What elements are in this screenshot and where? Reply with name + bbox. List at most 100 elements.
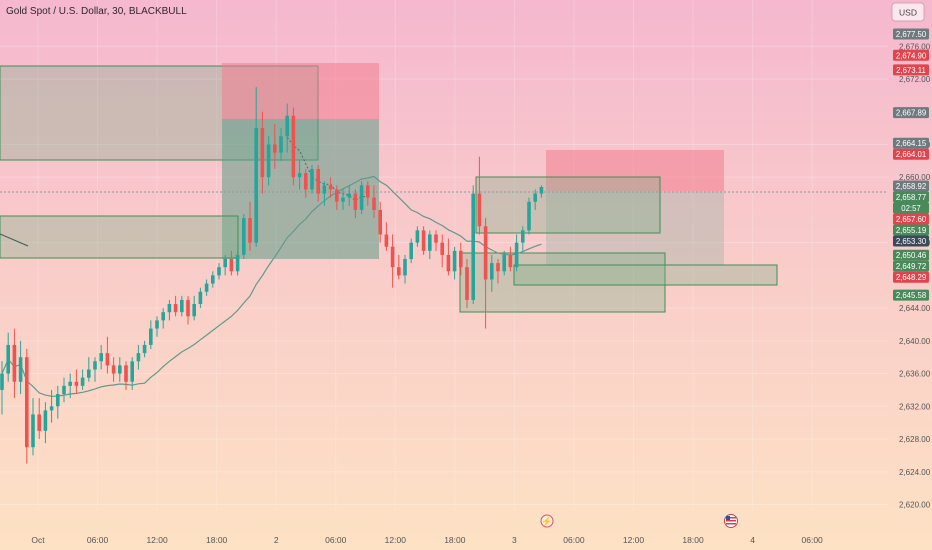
candle[interactable]: [198, 287, 203, 309]
candle[interactable]: [12, 328, 17, 399]
candle[interactable]: [483, 218, 488, 329]
candle[interactable]: [229, 250, 234, 276]
candle[interactable]: [111, 357, 116, 382]
candle[interactable]: [452, 246, 457, 280]
demand-zone-box-2[interactable]: [459, 252, 666, 313]
candle[interactable]: [347, 185, 351, 206]
candle[interactable]: [521, 226, 525, 251]
candle[interactable]: [434, 230, 438, 251]
candle[interactable]: [372, 185, 376, 219]
candle[interactable]: [428, 230, 432, 260]
candle[interactable]: [105, 336, 110, 374]
candle[interactable]: [397, 254, 401, 280]
candle[interactable]: [266, 136, 271, 186]
candle[interactable]: [366, 181, 370, 206]
candle[interactable]: [514, 234, 519, 272]
candle[interactable]: [539, 185, 544, 198]
candle[interactable]: [192, 295, 196, 321]
candle[interactable]: [291, 107, 296, 186]
candle[interactable]: [149, 320, 153, 350]
candle[interactable]: [508, 246, 513, 272]
candle[interactable]: [49, 389, 54, 423]
candle[interactable]: [161, 308, 165, 329]
candle[interactable]: [403, 254, 407, 284]
candle[interactable]: [310, 164, 314, 194]
candle[interactable]: [68, 373, 72, 399]
take-profit-zone-left[interactable]: [222, 119, 379, 259]
candle[interactable]: [173, 295, 178, 317]
candle[interactable]: [527, 197, 531, 235]
candle[interactable]: [341, 189, 345, 210]
candle[interactable]: [37, 398, 41, 440]
demand-zone-box-3[interactable]: [513, 264, 778, 286]
candle[interactable]: [415, 226, 420, 247]
candle[interactable]: [124, 361, 128, 390]
candle[interactable]: [496, 259, 500, 284]
candle[interactable]: [328, 177, 333, 198]
candle[interactable]: [384, 222, 389, 251]
candle[interactable]: [80, 369, 85, 390]
us-flag-event-icon[interactable]: [724, 514, 738, 528]
candle[interactable]: [297, 160, 302, 190]
candle[interactable]: [254, 87, 258, 247]
candle[interactable]: [6, 332, 10, 382]
candle[interactable]: [217, 263, 221, 280]
candle[interactable]: [118, 357, 122, 382]
candle[interactable]: [31, 398, 35, 456]
candle[interactable]: [223, 254, 227, 276]
candle[interactable]: [477, 156, 482, 235]
candle[interactable]: [87, 357, 91, 382]
candle[interactable]: [279, 128, 283, 161]
candle[interactable]: [304, 168, 308, 198]
candle[interactable]: [180, 295, 184, 317]
candle[interactable]: [155, 316, 159, 337]
candle[interactable]: [211, 271, 215, 288]
candle[interactable]: [204, 279, 209, 296]
candle[interactable]: [260, 111, 265, 194]
stop-loss-zone-left[interactable]: [222, 63, 379, 119]
candle[interactable]: [533, 189, 537, 210]
candle[interactable]: [440, 234, 444, 268]
candle[interactable]: [409, 238, 413, 264]
candle[interactable]: [242, 214, 246, 260]
candle[interactable]: [62, 377, 66, 403]
trend-line[interactable]: [0, 233, 29, 247]
candle[interactable]: [285, 103, 289, 153]
candle[interactable]: [421, 226, 426, 255]
candle[interactable]: [502, 250, 506, 276]
candle[interactable]: [465, 259, 469, 309]
candle[interactable]: [378, 201, 382, 243]
candle[interactable]: [18, 340, 23, 395]
candle[interactable]: [390, 234, 395, 288]
candle[interactable]: [235, 250, 240, 276]
candle[interactable]: [446, 238, 451, 276]
flash-event-icon[interactable]: ⚡: [540, 514, 554, 528]
candle[interactable]: [459, 242, 463, 276]
candle[interactable]: [136, 344, 141, 370]
candle[interactable]: [93, 357, 97, 382]
drawing-zones[interactable]: [0, 63, 778, 313]
candle[interactable]: [130, 357, 134, 390]
candle[interactable]: [0, 361, 4, 415]
candle[interactable]: [471, 185, 475, 305]
candle[interactable]: [353, 189, 358, 219]
candle[interactable]: [167, 299, 172, 321]
candle[interactable]: [43, 402, 48, 444]
candle[interactable]: [186, 295, 190, 325]
candle[interactable]: [142, 340, 147, 358]
candlestick-series[interactable]: [0, 87, 544, 464]
order-block-box[interactable]: [475, 176, 661, 234]
demand-zone-box[interactable]: [0, 215, 239, 259]
stop-loss-zone-right[interactable]: [546, 150, 724, 191]
candle[interactable]: [25, 349, 29, 464]
time-axis[interactable]: Oct 06:00 12:00 18:00 2 06:00 12:00 18:00 3 06:00…: [31, 535, 823, 545]
currency-button[interactable]: USD: [891, 2, 925, 22]
candle[interactable]: [56, 385, 60, 419]
candle[interactable]: [248, 201, 252, 251]
candle[interactable]: [316, 164, 320, 202]
candle[interactable]: [490, 254, 494, 292]
candle[interactable]: [273, 123, 277, 169]
candle[interactable]: [335, 185, 339, 210]
